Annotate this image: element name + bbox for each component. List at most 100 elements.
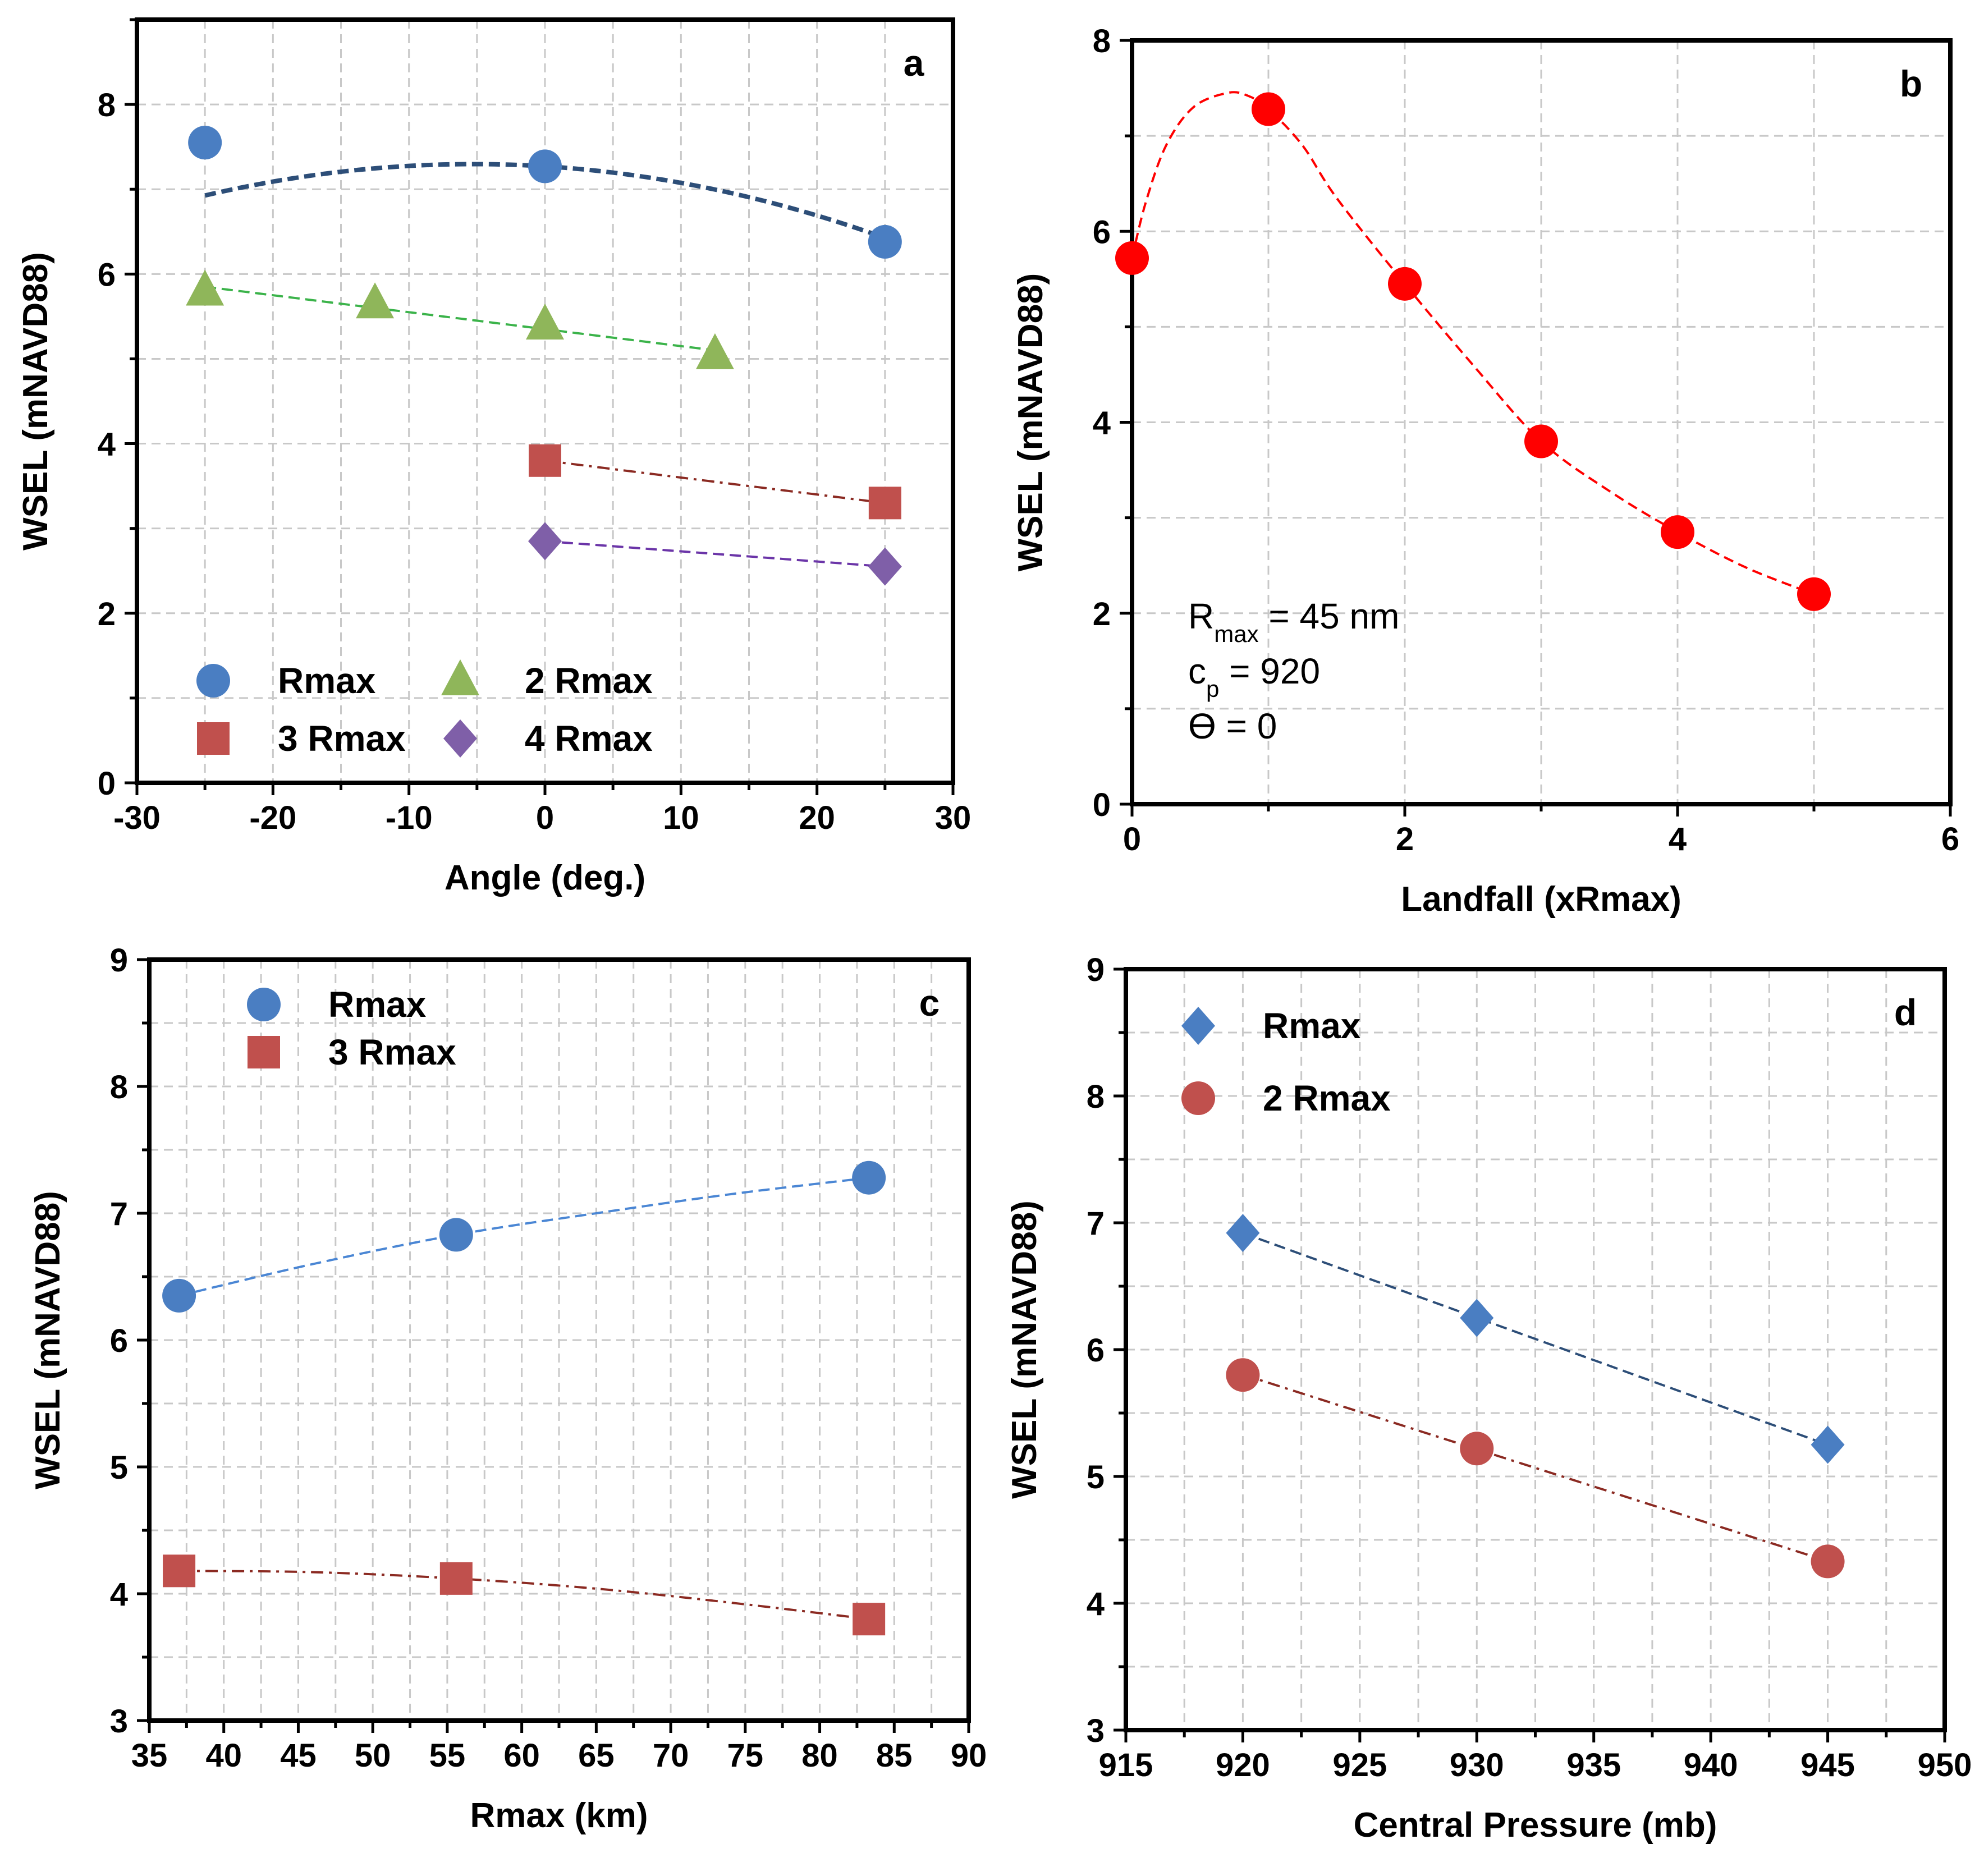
y-tick-label: 3 [1087,1713,1105,1749]
data-point [1811,1425,1845,1464]
data-point [695,333,734,369]
series-d-rmax [1226,1214,1845,1464]
series-d-2-rmax [1226,1358,1845,1579]
y-tick-label: 6 [110,1323,128,1359]
ticks-b [1120,39,1952,817]
data-point [526,304,564,340]
fit-line-rmax [178,1176,869,1297]
x-tick-label: 60 [503,1737,540,1774]
x-tick-label: -10 [386,800,433,836]
grid-a [137,20,953,783]
x-tick-label: 2 [1396,821,1414,857]
data-point [528,522,562,561]
legend-c: Rmax 3 Rmax [247,984,456,1072]
data-point [188,126,222,160]
y-tick-label: 5 [1087,1459,1105,1496]
annotation-line: cp = 920 [1188,651,1320,702]
x-tick-label: 925 [1332,1747,1387,1783]
legend-marker [197,722,230,755]
ticks-a [125,18,955,795]
annotation-line: Rmax = 45 nm [1188,596,1399,647]
x-tick-label: 940 [1684,1747,1738,1783]
annotation-line: ϴ = 0 [1188,706,1277,746]
data-point [162,1278,196,1313]
data-point [852,1161,886,1195]
legend-marker [248,1036,280,1068]
panel-letter-c: c [919,982,940,1024]
legend-a: Rmax 2 Rmax 3 Rmax 4 Rmax [196,659,653,759]
x-tick-label: 0 [1123,821,1141,857]
data-point [439,1562,473,1595]
fit-line-3-rmax [544,459,886,504]
legend-marker [1181,1007,1215,1045]
data-point [1252,92,1285,126]
fit-lines-b [1131,91,1815,595]
panel-a: -30 -20 -10 0 10 20 30 0 2 4 6 8 Angle (deg.) WSEL (m… [16,17,971,897]
y-tick-label: 4 [98,426,116,463]
data-point [1811,1544,1845,1579]
panel-d: 915 920 925 930 935 940 945 950 3 4 5 6 7 8 9 Central P… [1005,952,1972,1845]
grid-b [1132,40,1950,804]
legend-label: 2 Rmax [1263,1078,1391,1118]
legend-label: 3 Rmax [278,718,406,759]
fit-line-2-rmax [1242,1373,1829,1562]
grid-c [149,960,969,1721]
x-tick-label: 85 [876,1737,913,1774]
x-tick-label: 930 [1450,1747,1504,1783]
legend-marker [441,659,479,695]
data-point [1388,267,1422,301]
x-tick-label: -30 [113,800,161,836]
x-tick-label: 45 [280,1737,317,1774]
annotation-main: R [1188,596,1214,636]
y-tick-label: 5 [110,1450,128,1486]
series-a-4-rmax [528,522,902,586]
data-point [529,444,561,477]
x-axis-label: Landfall (xRmax) [1401,880,1681,919]
x-tick-label: 20 [799,800,835,836]
annotation-main: c [1188,651,1206,691]
x-tick-label: 950 [1918,1747,1972,1783]
legend-marker [247,988,281,1021]
series-c-3-rmax [163,1554,886,1636]
data-point [1460,1299,1494,1337]
fit-line-3-rmax [179,1570,869,1621]
x-tick-label: 80 [801,1737,838,1774]
data-point [1524,424,1558,458]
x-tick-label: 70 [653,1737,689,1774]
y-tick-label: 8 [110,1069,128,1106]
ticks-d [1114,967,1946,1742]
data-point [439,1218,473,1252]
x-tick-label: 10 [663,800,699,836]
x-tick-label: 920 [1216,1747,1270,1783]
data-point [186,269,224,306]
panel-letter-a: a [904,42,925,84]
x-tick-label: 0 [536,800,554,836]
annotation-rest: = 45 nm [1259,596,1400,636]
panel-b: 0 2 4 6 0 2 4 6 8 Landfall (xRmax) WSEL (mNAVD88) b… [1011,23,1959,919]
fit-lines-c [178,1176,869,1621]
x-tick-label: -20 [249,800,296,836]
y-tick-label: 2 [98,596,116,632]
x-axis-label: Angle (deg.) [445,859,645,897]
y-tick-label: 8 [98,87,116,123]
legend-label: Rmax [1263,1006,1361,1046]
fit-line-4-rmax [544,540,885,568]
x-axis-label: Rmax (km) [470,1796,648,1835]
fit-lines-d [1242,1232,1829,1562]
y-tick-label: 8 [1087,1079,1105,1115]
data-point [163,1554,196,1588]
data-point [868,224,902,259]
annotation-subscript: p [1206,676,1219,702]
data-point [1115,241,1149,275]
x-tick-label: 35 [131,1737,168,1774]
y-tick-label: 6 [98,256,116,293]
x-axis-label: Central Pressure (mb) [1354,1806,1717,1845]
series-a-rmax [188,126,902,259]
y-tick-label: 9 [110,942,128,979]
y-tick-label: 6 [1087,1332,1105,1369]
data-point [356,282,395,319]
y-tick-label: 3 [110,1703,128,1740]
y-axis-label: WSEL (mNAVD88) [29,1191,67,1489]
